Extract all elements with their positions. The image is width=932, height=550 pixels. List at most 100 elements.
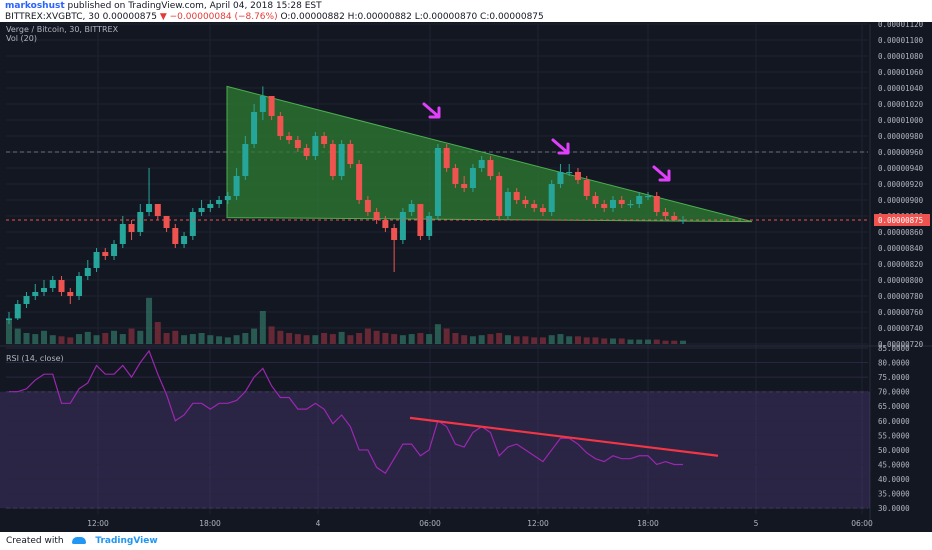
candle-body xyxy=(111,244,118,256)
candle-body xyxy=(653,196,660,212)
volume-bar xyxy=(469,336,476,344)
price-tick-label: 0.00001000 xyxy=(878,116,924,125)
volume-bar xyxy=(680,340,686,344)
volume-bar xyxy=(636,339,643,344)
candle-body xyxy=(662,212,669,216)
candle-body xyxy=(356,164,363,200)
volume-bar xyxy=(461,335,468,344)
arrow-shaft xyxy=(551,138,569,154)
price-tick-label: 0.00000740 xyxy=(878,324,924,333)
volume-bar xyxy=(373,330,380,344)
volume-bar xyxy=(181,335,188,344)
candle-body xyxy=(609,200,616,208)
candle-body xyxy=(286,136,293,140)
price-tick-label: 0.00000860 xyxy=(878,228,924,237)
candle-body xyxy=(469,168,476,188)
volume-bar xyxy=(574,336,581,344)
candle-body xyxy=(23,296,30,304)
volume-bar xyxy=(207,335,214,344)
candle-body xyxy=(644,196,651,198)
volume-bar xyxy=(277,330,284,344)
volume-bar xyxy=(14,328,21,344)
rsi-title: RSI (14, close) xyxy=(6,354,64,363)
volume-bar xyxy=(417,333,424,344)
volume-bar xyxy=(557,334,564,344)
volume-bar xyxy=(356,333,363,344)
candle-body xyxy=(487,160,494,176)
volume-bar xyxy=(391,334,398,344)
volume-label: Vol (20) xyxy=(6,34,37,43)
volume-bar xyxy=(513,336,520,344)
candle-body xyxy=(93,252,100,268)
time-tick-label: 4 xyxy=(316,519,321,528)
volume-bar xyxy=(286,333,293,344)
candle-body xyxy=(566,172,573,174)
rsi-tick-label: 40.0000 xyxy=(878,475,910,484)
volume-bar xyxy=(434,324,441,344)
volume-bar xyxy=(452,333,459,344)
volume-bars xyxy=(6,297,686,344)
candle-body xyxy=(496,176,503,216)
trading-chart[interactable]: 0.00001120 0.00001100 0.00001080 0.00001060… xyxy=(0,22,932,532)
price-tick-label: 0.00001100 xyxy=(878,36,924,45)
price-tick-label: 0.00000720 xyxy=(878,340,924,349)
candle-body xyxy=(461,184,468,188)
rsi-pane[interactable]: 85.0000 80.0000 75.0000 70.0000 65.0000 60.00… xyxy=(0,344,910,513)
volume-bar xyxy=(653,339,660,344)
price-pane-title: Verge / Bitcoin, 30, BITTREX xyxy=(6,25,119,34)
price-tick-label: 0.00000840 xyxy=(878,244,924,253)
volume-bar xyxy=(6,319,12,344)
price-tick-label: 0.00000760 xyxy=(878,308,924,317)
rsi-tick-label: 65.0000 xyxy=(878,402,910,411)
rsi-tick-label: 85.0000 xyxy=(878,344,910,353)
last-price-tag xyxy=(874,214,930,226)
candle-body xyxy=(76,276,83,296)
volume-bar xyxy=(294,334,301,344)
volume-bar xyxy=(399,335,406,344)
volume-bar xyxy=(329,334,336,344)
price-tick-label: 0.00000980 xyxy=(878,132,924,141)
volume-bar xyxy=(67,337,74,344)
candle-body xyxy=(522,200,529,204)
volume-bar xyxy=(478,335,485,344)
footer-bar: Created with TradingView xyxy=(0,532,932,550)
candle-body xyxy=(216,200,223,204)
candle-body xyxy=(67,292,74,296)
volume-bar xyxy=(137,330,144,344)
candle-body xyxy=(408,204,415,212)
price-axis[interactable]: 0.00001120 0.00001100 0.00001080 0.00001060… xyxy=(6,22,930,349)
price-change: ▼ −0.00000084 (−8.76%) xyxy=(159,12,278,22)
candle-body xyxy=(426,216,433,236)
chart-area[interactable]: 0.00001120 0.00001100 0.00001080 0.00001060… xyxy=(0,22,932,532)
candle-body xyxy=(41,288,48,292)
last-price: 0.00000875 xyxy=(102,12,157,22)
volume-bar xyxy=(251,328,258,344)
candle-body xyxy=(294,140,301,148)
symbol-label: BITTREX:XVGBTC, 30 xyxy=(5,12,100,22)
arrow-shaft xyxy=(652,165,670,181)
volume-bar xyxy=(496,333,503,344)
volume-bar xyxy=(487,334,494,344)
candle-body xyxy=(137,212,144,232)
volume-bar xyxy=(154,322,161,344)
chart-header: markoshust published on TradingView.com,… xyxy=(0,0,932,22)
volume-bar xyxy=(119,334,126,344)
tradingview-brand-link[interactable]: TradingView xyxy=(95,536,158,546)
arrow-head xyxy=(428,106,441,119)
time-axis[interactable]: 12:00 18:00 4 06:00 12:00 18:00 5 06:00 xyxy=(87,519,873,528)
volume-bar xyxy=(242,333,249,344)
volume-bar xyxy=(522,336,529,344)
price-tick-label: 0.00001020 xyxy=(878,100,924,109)
arrow-head xyxy=(658,169,671,182)
volume-bar xyxy=(93,335,100,344)
price-tick-label: 0.00000960 xyxy=(878,148,924,157)
volume-bar xyxy=(303,335,310,344)
candle-body xyxy=(84,268,91,276)
tradingview-logo-icon xyxy=(72,537,87,544)
candle-body xyxy=(539,208,546,212)
pointing-arrow xyxy=(652,165,671,182)
candle-body xyxy=(303,148,310,156)
volume-bar xyxy=(364,328,371,344)
rsi-tick-label: 70.0000 xyxy=(878,388,910,397)
author-link[interactable]: markoshust xyxy=(5,1,65,11)
